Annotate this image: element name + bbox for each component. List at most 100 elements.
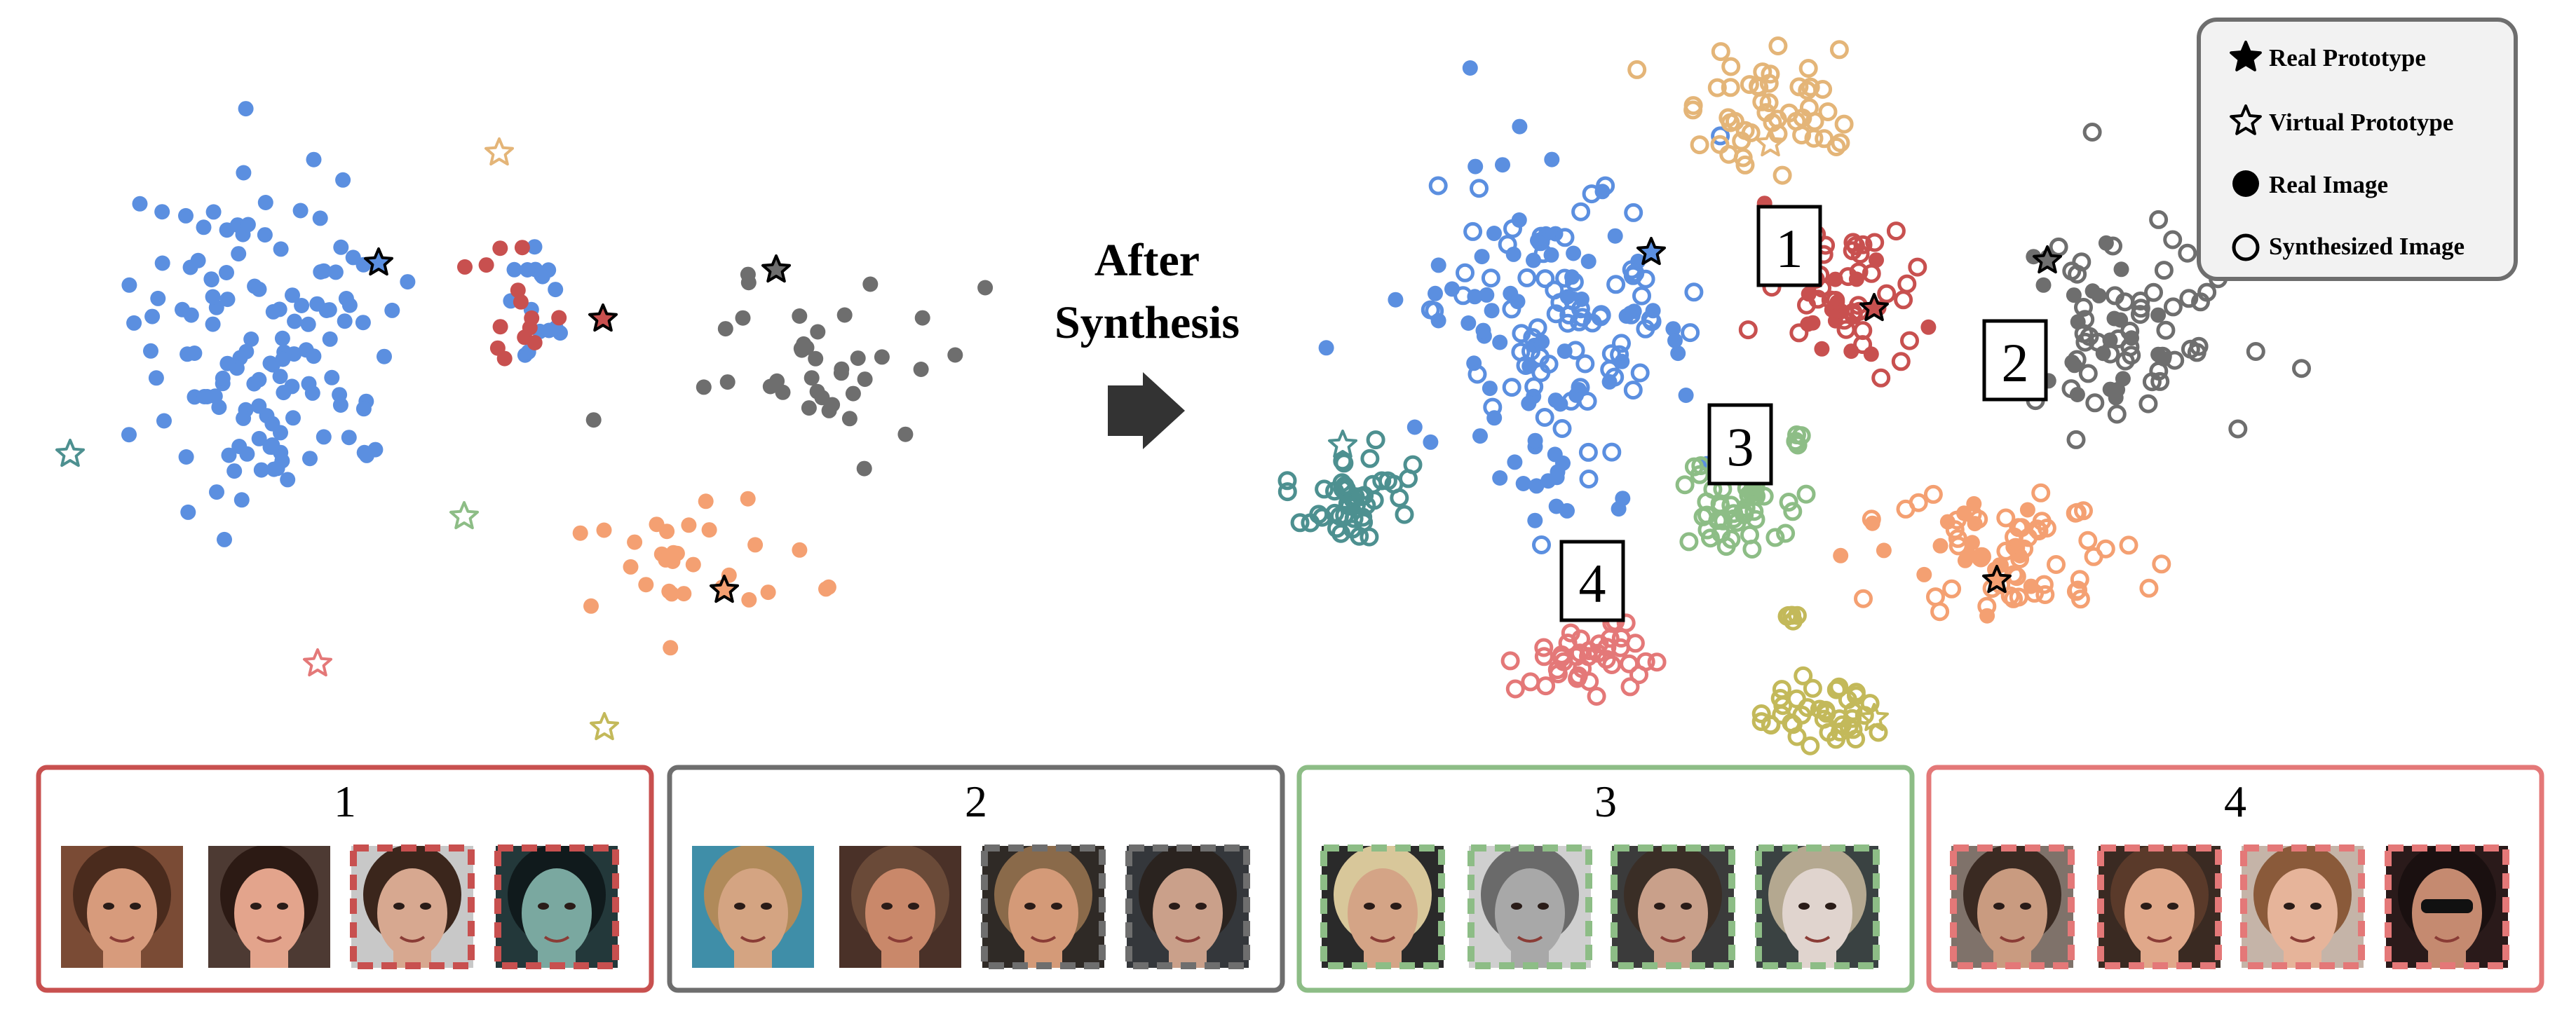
synthesized-image-point bbox=[2163, 297, 2183, 317]
synthesized-image-point bbox=[1796, 484, 1816, 504]
real-image-point bbox=[274, 330, 290, 346]
real-image-point bbox=[1318, 340, 1334, 356]
synthesized-face-image bbox=[494, 844, 619, 969]
real-image-point bbox=[2019, 502, 2035, 518]
real-image-point bbox=[1467, 158, 1484, 175]
real-image-point bbox=[143, 343, 158, 359]
synthesized-image-point bbox=[1738, 320, 1758, 340]
synthesized-image-point bbox=[1765, 528, 1785, 547]
legend-synthesized-image-icon bbox=[2232, 233, 2260, 261]
synthesized-face-image bbox=[2240, 844, 2365, 969]
synthesized-image-point bbox=[1838, 267, 1858, 287]
real-image-point bbox=[857, 371, 873, 388]
synthesized-image-point bbox=[2154, 261, 2174, 280]
synthesized-image-point bbox=[1528, 318, 1547, 338]
real-image-point bbox=[841, 411, 857, 427]
real-image-point bbox=[1423, 434, 1439, 450]
synthesized-face-image bbox=[2385, 844, 2509, 969]
synthesized-image-point bbox=[1798, 59, 1818, 78]
synthesized-image-point bbox=[1843, 233, 1863, 252]
real-image-point bbox=[1475, 322, 1491, 338]
synthesized-image-point bbox=[1803, 678, 1822, 698]
synthesized-image-point bbox=[1354, 512, 1374, 532]
synthesized-image-point bbox=[2006, 538, 2026, 557]
synthesized-face-image bbox=[981, 844, 1106, 969]
synthesized-face-image bbox=[1611, 844, 1735, 969]
synthesized-image-point bbox=[1524, 377, 1544, 397]
real-image-point bbox=[1492, 470, 1508, 486]
real-image-point bbox=[251, 430, 267, 446]
real-prototype-star bbox=[710, 575, 739, 603]
virtual-prototype-star bbox=[1328, 430, 1357, 458]
real-image-point bbox=[1549, 470, 1565, 486]
synthesized-image-point bbox=[1701, 528, 1720, 548]
real-image-point bbox=[300, 316, 316, 332]
real-image-point bbox=[520, 262, 536, 278]
synthesized-image-point bbox=[1532, 535, 1551, 554]
real-image-point bbox=[221, 447, 237, 463]
real-image-point bbox=[1388, 292, 1404, 308]
synthesized-image-point bbox=[1829, 40, 1849, 60]
real-image-point bbox=[217, 531, 232, 547]
synthesized-image-point bbox=[1277, 482, 1297, 502]
real-image-point bbox=[862, 276, 879, 292]
synthesized-image-point bbox=[2014, 539, 2034, 559]
real-image-point bbox=[510, 282, 526, 299]
synthesized-image-point bbox=[1772, 165, 1792, 185]
real-image-point bbox=[1566, 245, 1582, 261]
synthesized-image-point bbox=[1571, 378, 1590, 397]
synthesized-image-point bbox=[1536, 676, 1556, 696]
synthesized-image-point bbox=[2068, 580, 2087, 600]
real-image-point bbox=[121, 277, 137, 293]
synthesized-image-point bbox=[2084, 547, 2103, 566]
real-image-point bbox=[804, 370, 820, 386]
real-image-point bbox=[1511, 212, 1527, 228]
real-image-point bbox=[272, 369, 288, 385]
synthesized-image-point bbox=[1801, 736, 1820, 755]
synthesized-image-point bbox=[2067, 502, 2087, 522]
real-image-point bbox=[1580, 254, 1597, 269]
real-image-point bbox=[2091, 287, 2107, 303]
synthesized-image-point bbox=[2122, 346, 2141, 365]
synthesized-image-point bbox=[1622, 260, 1641, 280]
synthesized-image-point bbox=[1977, 596, 1997, 616]
synthesized-image-point bbox=[1561, 623, 1580, 643]
real-image-point bbox=[285, 287, 300, 303]
real-image-point bbox=[685, 556, 701, 573]
real-image-point bbox=[205, 289, 221, 305]
real-image-point bbox=[321, 302, 337, 318]
real-image-point bbox=[1482, 381, 1498, 397]
synthesized-image-point bbox=[1788, 435, 1808, 455]
real-image-point bbox=[596, 522, 612, 538]
real-face-image bbox=[692, 846, 814, 968]
synthesized-image-point bbox=[1865, 233, 1885, 252]
cluster-label-4: 4 bbox=[1559, 540, 1625, 622]
panel-title: 3 bbox=[1594, 777, 1617, 826]
real-image-point bbox=[548, 282, 564, 298]
real-image-point bbox=[327, 264, 344, 280]
synthesized-image-point bbox=[2062, 261, 2082, 281]
real-image-point bbox=[740, 266, 756, 282]
synthesized-image-point bbox=[2181, 339, 2200, 359]
synthesized-image-point bbox=[1309, 505, 1329, 524]
synthesized-image-point bbox=[1500, 651, 1520, 671]
real-image-point bbox=[180, 504, 196, 520]
real-image-point bbox=[1916, 566, 1932, 582]
real-image-point bbox=[1607, 228, 1623, 244]
synthesized-image-point bbox=[1714, 511, 1733, 531]
synthesized-image-point bbox=[1334, 453, 1354, 473]
synthesized-image-point bbox=[1896, 499, 1916, 519]
real-image-point bbox=[874, 349, 890, 365]
synthesized-image-point bbox=[2119, 535, 2138, 555]
synthesized-image-point bbox=[2138, 394, 2158, 413]
synthesized-image-point bbox=[2061, 379, 2081, 399]
real-prototype-star bbox=[1982, 565, 2012, 594]
synthesized-image-point bbox=[2078, 364, 2098, 383]
real-image-point bbox=[2066, 287, 2082, 303]
synthesized-image-point bbox=[2000, 586, 2020, 606]
synthesized-image-point bbox=[2108, 329, 2128, 348]
real-image-point bbox=[1559, 502, 1575, 519]
synthesized-image-point bbox=[1627, 60, 1647, 79]
synthesized-image-point bbox=[1926, 587, 1945, 607]
